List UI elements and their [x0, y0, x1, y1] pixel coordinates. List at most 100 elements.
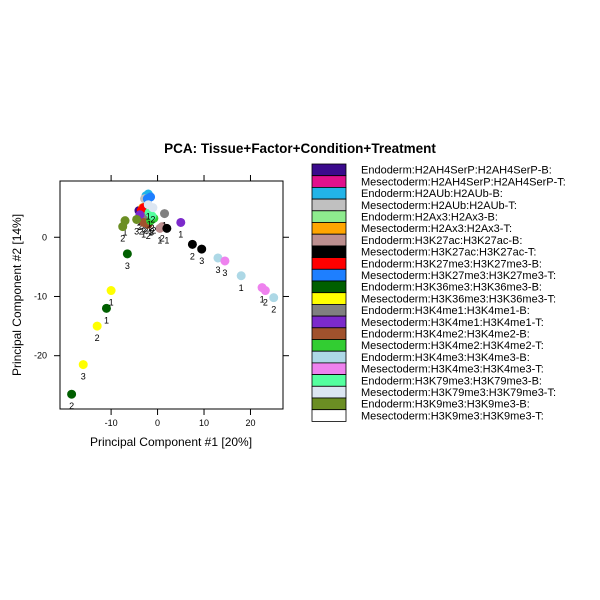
- data-point: [132, 214, 142, 224]
- point-label: 2: [137, 222, 142, 232]
- legend-label: Mesectoderm:H2AUb:H2AUb-T:: [361, 200, 517, 212]
- point-label: 2: [150, 215, 155, 225]
- legend-swatch: [311, 362, 347, 375]
- legend-label: Endoderm:H3K79me3:H3K79me3-B:: [361, 375, 542, 387]
- legend-label: Endoderm:H3K36me3:H3K36me3-B:: [361, 282, 542, 294]
- legend-swatch: [311, 339, 347, 352]
- point-label: 3: [125, 261, 130, 271]
- data-point: [118, 222, 128, 232]
- point-label: 2: [143, 224, 148, 234]
- data-point: [67, 389, 77, 399]
- legend-swatch: [311, 257, 347, 270]
- x-tick-label: 10: [199, 418, 209, 428]
- point-label: 3: [215, 265, 220, 275]
- y-tick-label: -20: [34, 351, 47, 361]
- point-label: 2: [149, 223, 154, 233]
- data-point: [122, 249, 132, 259]
- legend-swatch: [311, 222, 347, 235]
- x-axis: -10 0 10 20: [105, 175, 255, 428]
- data-point: [106, 286, 116, 296]
- data-point: [146, 192, 156, 202]
- y-axis: -20 -10 0: [34, 232, 289, 361]
- data-point: [176, 217, 186, 227]
- legend-label: Mesectoderm:H3K4me3:H3K4me3-T:: [361, 364, 544, 376]
- y-axis-label: Principal Component #2 [14%]: [10, 214, 24, 376]
- x-tick-label: -10: [105, 418, 118, 428]
- legend-label: Mesectoderm:H3K9me3:H3K9me3-T:: [361, 410, 544, 422]
- point-label: 1: [146, 212, 151, 222]
- data-point: [160, 209, 170, 219]
- point-label: 3: [222, 268, 227, 278]
- point-label: 1: [157, 235, 162, 245]
- point-label: 3: [134, 226, 139, 236]
- legend-label: Endoderm:H3K4me1:H3K4me1-B:: [361, 305, 530, 317]
- legend-label: Endoderm:H3K4me3:H3K4me3-B:: [361, 352, 530, 364]
- legend-swatch: [311, 280, 347, 294]
- point-label: 1: [141, 229, 146, 239]
- legend-swatch: [311, 327, 347, 340]
- legend-swatch: [311, 303, 347, 317]
- point-label: 2: [149, 226, 154, 236]
- point-label: 1: [239, 283, 244, 293]
- point-label: 1: [178, 229, 183, 239]
- legend-label: Endoderm:H2AH4SerP:H2AH4SerP-B:: [361, 165, 552, 177]
- legend-swatch: [311, 350, 347, 364]
- legend-swatch: [311, 198, 347, 212]
- point-label: 2: [143, 225, 148, 235]
- legend-swatch: [311, 268, 347, 282]
- legend: Endoderm:H2AH4SerP:H2AH4SerP-B:Mesectode…: [311, 163, 566, 422]
- legend-label: Endoderm:H3K27ac:H3K27ac-B:: [361, 235, 522, 247]
- data-point: [236, 271, 246, 281]
- y-tick-label: -10: [34, 291, 47, 301]
- point-label: 2: [190, 251, 195, 261]
- data-point: [101, 303, 111, 313]
- legend-swatch: [311, 385, 347, 399]
- point-label: 1: [162, 221, 167, 231]
- legend-label: Mesectoderm:H2AH4SerP:H2AH4SerP-T:: [361, 176, 566, 188]
- legend-label: Endoderm:H2AUb:H2AUb-B:: [361, 188, 503, 200]
- legend-label: Endoderm:H2Ax3:H2Ax3-B:: [361, 212, 498, 224]
- legend-label: Endoderm:H3K9me3:H3K9me3-B:: [361, 399, 530, 411]
- x-axis-label: Principal Component #1 [20%]: [90, 435, 252, 449]
- point-label: 2: [271, 305, 276, 315]
- point-label: 1: [109, 298, 114, 308]
- point-label: 2: [151, 225, 156, 235]
- data-point: [220, 256, 230, 266]
- legend-label: Mesectoderm:H3K27ac:H3K27ac-T:: [361, 247, 536, 259]
- x-tick-label: 20: [245, 418, 255, 428]
- x-tick-label: 0: [155, 418, 160, 428]
- point-label: 2: [146, 231, 151, 241]
- point-label: 1: [123, 228, 128, 238]
- data-point: [269, 293, 279, 303]
- point-label: 3: [199, 256, 204, 266]
- legend-label: Mesectoderm:H3K4me1:H3K4me1-T:: [361, 317, 544, 329]
- legend-label: Mesectoderm:H3K4me2:H3K4me2-T:: [361, 340, 544, 352]
- point-label: 1: [164, 235, 169, 245]
- legend-swatch: [311, 233, 347, 247]
- data-point: [187, 239, 197, 249]
- point-label: 2: [120, 234, 125, 244]
- legend-swatch: [311, 315, 347, 329]
- legend-swatch: [311, 409, 347, 422]
- data-point: [197, 244, 207, 254]
- legend-swatch: [311, 163, 347, 177]
- legend-swatch: [311, 245, 347, 258]
- legend-swatch: [311, 186, 347, 200]
- legend-swatch: [311, 292, 347, 305]
- point-label: 1: [260, 295, 265, 305]
- legend-label: Endoderm:H3K27me3:H3K27me3-B:: [361, 258, 542, 270]
- legend-swatch: [311, 210, 347, 223]
- point-label: 2: [263, 298, 268, 308]
- point-label: 2: [95, 333, 100, 343]
- data-point: [92, 321, 102, 331]
- data-point: [148, 203, 158, 213]
- data-point: [78, 360, 88, 370]
- legend-swatch: [311, 397, 347, 411]
- data-points: 1212121212121223112121231231212121212312…: [67, 189, 279, 411]
- point-label: 2: [69, 401, 74, 411]
- chart-title: PCA: Tissue+Factor+Condition+Treatment: [164, 141, 436, 156]
- point-label: 1: [147, 219, 152, 229]
- legend-label: Endoderm:H3K4me2:H3K4me2-B:: [361, 329, 530, 341]
- data-point: [260, 286, 270, 296]
